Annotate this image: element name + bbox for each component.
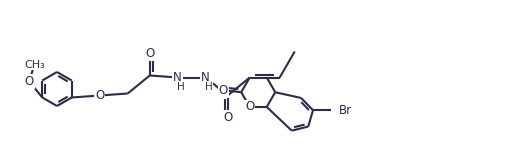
Text: N: N: [201, 71, 210, 84]
Text: O: O: [223, 111, 232, 124]
Text: CH₃: CH₃: [24, 60, 44, 69]
Text: O: O: [145, 47, 155, 60]
Text: H: H: [177, 82, 185, 91]
Text: O: O: [95, 89, 105, 102]
Text: O: O: [245, 101, 255, 113]
Text: Br: Br: [339, 104, 352, 117]
Text: N: N: [173, 71, 182, 84]
Text: O: O: [25, 75, 34, 88]
Text: H: H: [205, 82, 213, 91]
Text: O: O: [219, 84, 228, 97]
